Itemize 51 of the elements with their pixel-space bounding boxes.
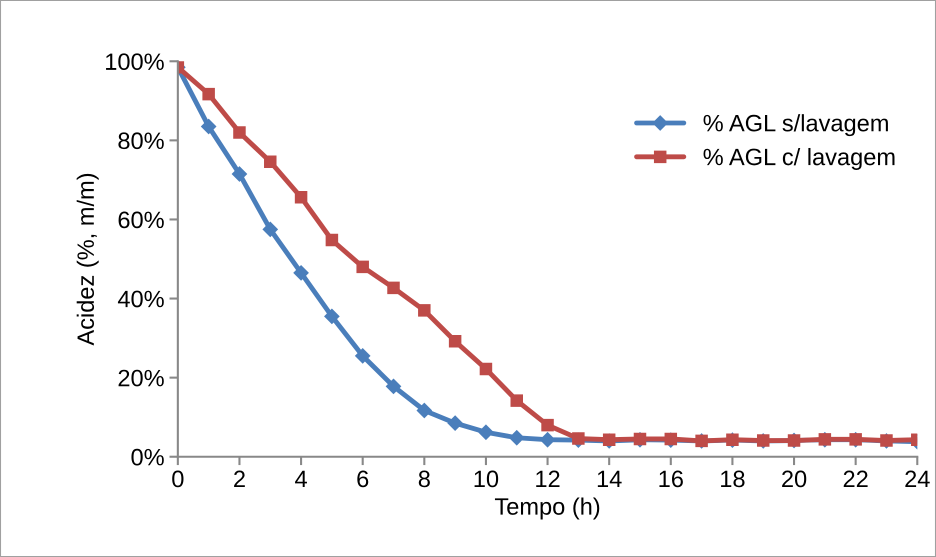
point [602,433,616,446]
point [540,432,556,448]
point [448,335,462,348]
legend-label: % AGL s/lavagem [704,114,888,136]
point [480,362,492,376]
point [201,118,216,134]
x-tick-label: 10 [474,470,498,488]
x-axis-title: Tempo (h) [494,498,600,520]
point [418,304,431,317]
point [262,222,278,237]
point [478,424,494,440]
x-tick-label: 6 [357,470,368,488]
point [264,155,277,168]
point [356,260,369,274]
point [448,416,463,431]
y-tick-label: 20% [118,370,164,386]
x-tick-label: 20 [782,470,806,488]
x-tick-label: 2 [234,470,245,488]
point [541,418,554,432]
x-tick-label: 24 [905,470,930,488]
x-tick-label: 12 [536,470,560,488]
point [294,265,309,280]
y-tick-label: 100% [106,53,164,70]
x-tick-label: 22 [844,470,868,488]
x-tick-label: 18 [721,470,745,488]
y-tick-label: 80% [118,132,164,150]
point [634,432,646,446]
point [386,378,402,394]
point [510,394,523,407]
point [416,402,432,418]
point [572,432,585,445]
point [387,282,400,294]
y-axis-title: Acidez (%, m/m) [76,174,99,346]
x-tick-label: 4 [295,470,307,488]
x-tick-label: 0 [172,470,184,488]
y-tick-label: 60% [118,212,164,228]
legend-label: % AGL c/ lavagem [704,148,894,170]
point [202,88,215,100]
point [664,432,678,446]
point [232,166,248,182]
x-tick-label: 14 [598,470,622,488]
x-tick-label: 16 [659,470,683,488]
point [294,191,308,204]
point [233,126,246,139]
point [326,234,338,246]
x-tick-label: 8 [418,470,430,488]
point [355,348,370,364]
y-tick-label: 40% [118,290,164,308]
point [324,308,340,324]
point [509,430,524,446]
y-tick-label: 0% [131,448,164,466]
